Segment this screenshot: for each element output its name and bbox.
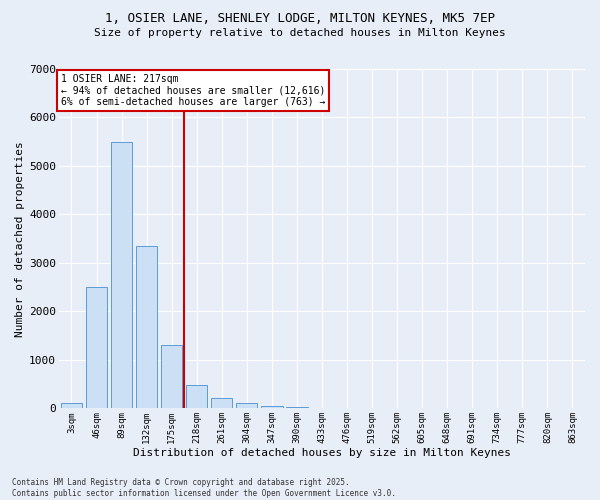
Text: Contains HM Land Registry data © Crown copyright and database right 2025.
Contai: Contains HM Land Registry data © Crown c… [12,478,396,498]
Bar [211,398,232,408]
Text: Size of property relative to detached houses in Milton Keynes: Size of property relative to detached ho… [94,28,506,38]
Text: 1, OSIER LANE, SHENLEY LODGE, MILTON KEYNES, MK5 7EP: 1, OSIER LANE, SHENLEY LODGE, MILTON KEY… [105,12,495,26]
Text: 1 OSIER LANE: 217sqm
← 94% of detached houses are smaller (12,616)
6% of semi-de: 1 OSIER LANE: 217sqm ← 94% of detached h… [61,74,325,107]
Bar [136,246,157,408]
Bar [186,385,208,408]
Bar [86,287,107,408]
Bar [161,346,182,408]
Bar [236,404,257,408]
Y-axis label: Number of detached properties: Number of detached properties [15,141,25,336]
Bar [61,404,82,408]
Bar [261,406,283,408]
Bar [111,142,132,408]
Bar [286,407,308,408]
X-axis label: Distribution of detached houses by size in Milton Keynes: Distribution of detached houses by size … [133,448,511,458]
